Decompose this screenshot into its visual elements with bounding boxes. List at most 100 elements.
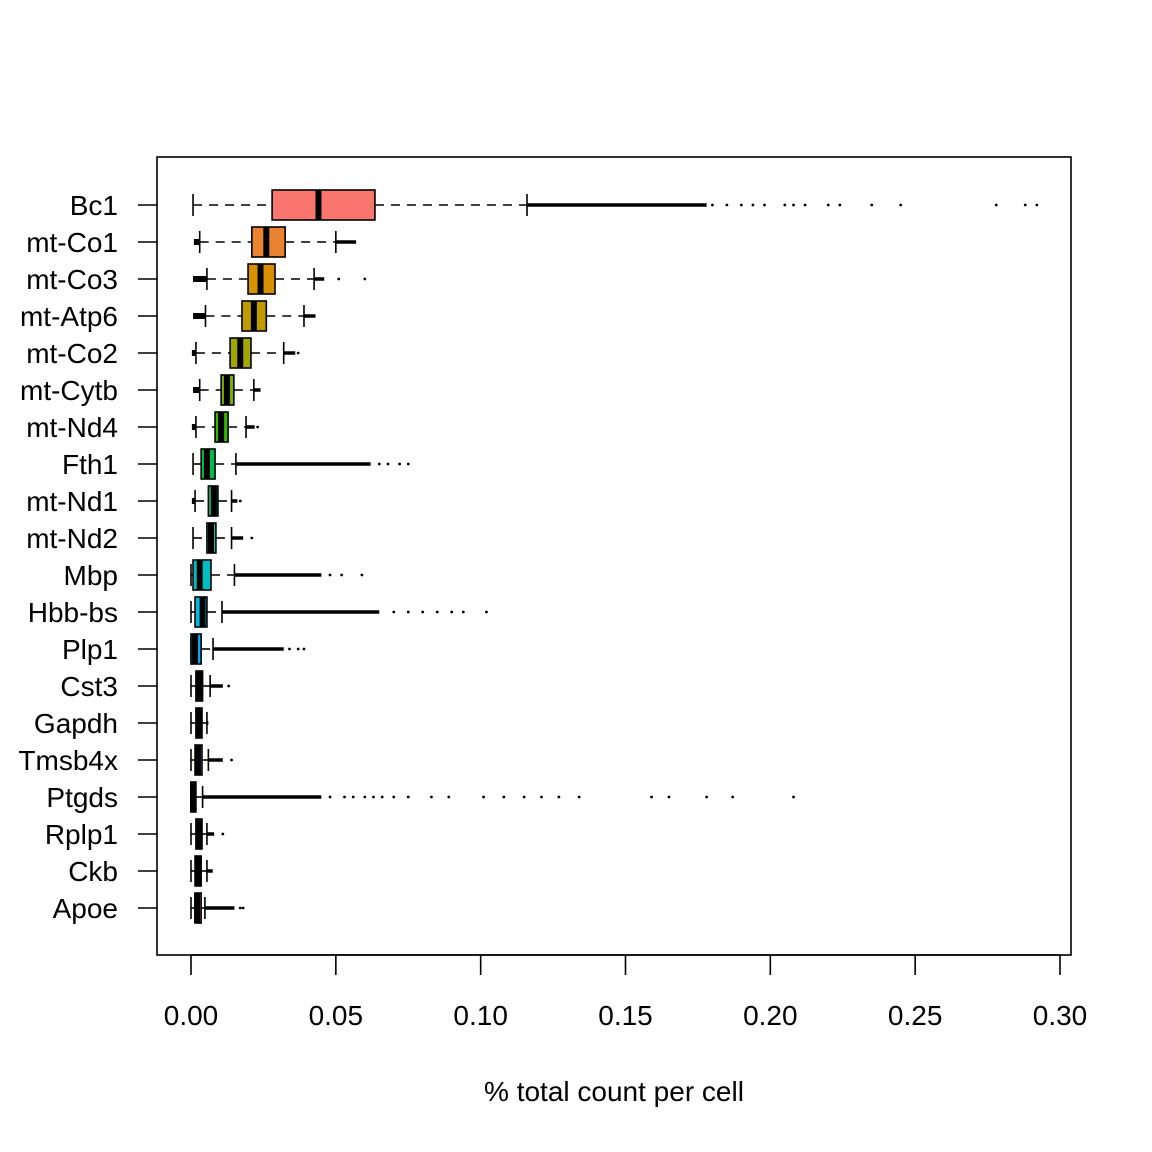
box-mt-atp6 [193, 300, 316, 332]
outlier-point [250, 536, 254, 540]
outlier-point [650, 795, 653, 799]
x-tick-label: 0.05 [309, 1000, 364, 1031]
x-tick-label: 0.15 [598, 1000, 653, 1031]
y-tick-label: Ptgds [46, 782, 118, 813]
outlier-point [343, 795, 346, 799]
box-mt-co3 [193, 263, 367, 295]
outlier-point [705, 795, 709, 799]
box-ckb [190, 855, 213, 887]
outlier-point [392, 795, 396, 799]
box-mt-nd1 [191, 485, 242, 517]
y-tick-label: Cst3 [60, 671, 118, 702]
outlier-point [826, 203, 830, 207]
outlier-point [340, 573, 344, 577]
outlier-point [557, 795, 561, 799]
box-rplp1 [190, 818, 225, 850]
x-axis: 0.00 0.05 0.10 0.15 0.20 0.25 0.30 [164, 954, 1088, 1031]
outlier-point [540, 795, 543, 799]
outlier-point [328, 795, 332, 799]
y-tick-label: Hbb-bs [28, 597, 118, 628]
boxes-layer [190, 189, 1039, 924]
outlier-point [447, 795, 451, 799]
outlier-point [380, 795, 384, 799]
y-tick-label: mt-Co2 [26, 338, 118, 369]
y-tick-label: mt-Nd1 [26, 486, 118, 517]
y-tick-label: mt-Cytb [20, 375, 118, 406]
box-ptgds [190, 781, 795, 813]
outlier-point [230, 758, 233, 762]
box-mt-nd2 [192, 522, 254, 554]
outlier-point [337, 277, 341, 281]
y-tick-label: mt-Co1 [26, 227, 118, 258]
outlier-point [485, 610, 488, 614]
x-tick-label: 0.00 [164, 1000, 219, 1031]
y-tick-label: Fth1 [62, 449, 118, 480]
y-tick-label: mt-Nd2 [26, 523, 118, 554]
outlier-point [256, 425, 260, 429]
y-tick-label: mt-Atp6 [20, 301, 118, 332]
outlier-point [238, 906, 242, 910]
box-fth1 [192, 448, 410, 480]
y-tick-label: Gapdh [34, 708, 118, 739]
outlier-point [502, 795, 506, 799]
x-tick-label: 0.30 [1033, 1000, 1088, 1031]
x-tick-label: 0.10 [453, 1000, 508, 1031]
outlier-point [430, 795, 433, 799]
y-tick-label: Mbp [64, 560, 118, 591]
outlier-point [482, 795, 485, 799]
outlier-point [288, 647, 291, 651]
y-tick-label: Apoe [53, 893, 118, 924]
outlier-point [461, 610, 465, 614]
outlier-point [296, 647, 300, 651]
box-gapdh [190, 707, 209, 739]
outlier-point [406, 610, 410, 614]
plot-frame [156, 156, 1072, 956]
outlier-point [406, 462, 410, 466]
outlier-point [360, 573, 364, 577]
outlier-point [392, 610, 396, 614]
outlier-point [386, 462, 390, 466]
outlier-point [351, 795, 355, 799]
outlier-point [450, 610, 454, 614]
box-mt-nd4 [191, 411, 260, 443]
outlier-point [296, 351, 300, 355]
outlier-point [763, 203, 766, 207]
outlier-point [421, 610, 425, 614]
y-tick-label: Rplp1 [45, 819, 118, 850]
box-mt-co2 [191, 337, 300, 369]
outlier-point [725, 203, 729, 207]
box-mt-co1 [193, 226, 357, 258]
outlier-point [241, 906, 245, 910]
box-tmsb4x [190, 744, 233, 776]
outlier-point [328, 573, 332, 577]
outlier-point [1035, 203, 1039, 207]
box-hbb-bs [190, 596, 488, 628]
box-apoe [190, 892, 245, 924]
outlier-point [363, 795, 367, 799]
outlier-point [667, 795, 671, 799]
box-plp1 [190, 633, 306, 665]
outlier-point [751, 203, 755, 207]
y-tick-label: mt-Nd4 [26, 412, 118, 443]
outlier-point [302, 647, 306, 651]
y-tick-label: Bc1 [70, 190, 118, 221]
y-tick-label: mt-Co3 [26, 264, 118, 295]
x-axis-label: % total count per cell [484, 1076, 744, 1107]
outlier-point [398, 462, 401, 466]
box-cst3 [190, 670, 231, 702]
outlier-point [238, 499, 242, 503]
x-tick-label: 0.25 [888, 1000, 943, 1031]
outlier-point [372, 795, 375, 799]
y-tick-label: Tmsb4x [18, 745, 118, 776]
outlier-point [899, 203, 903, 207]
outlier-point [994, 203, 998, 207]
outlier-point [711, 203, 714, 207]
outlier-point [731, 795, 735, 799]
box-iqr [271, 189, 376, 221]
outlier-point [435, 610, 439, 614]
outlier-point [739, 203, 743, 207]
outlier-point [363, 277, 367, 281]
box-mbp [190, 559, 364, 591]
y-axis: Bc1 mt-Co1 mt-Co3 mt-Atp6 mt-Co2 mt-Cytb mt-Nd… [18, 190, 157, 924]
